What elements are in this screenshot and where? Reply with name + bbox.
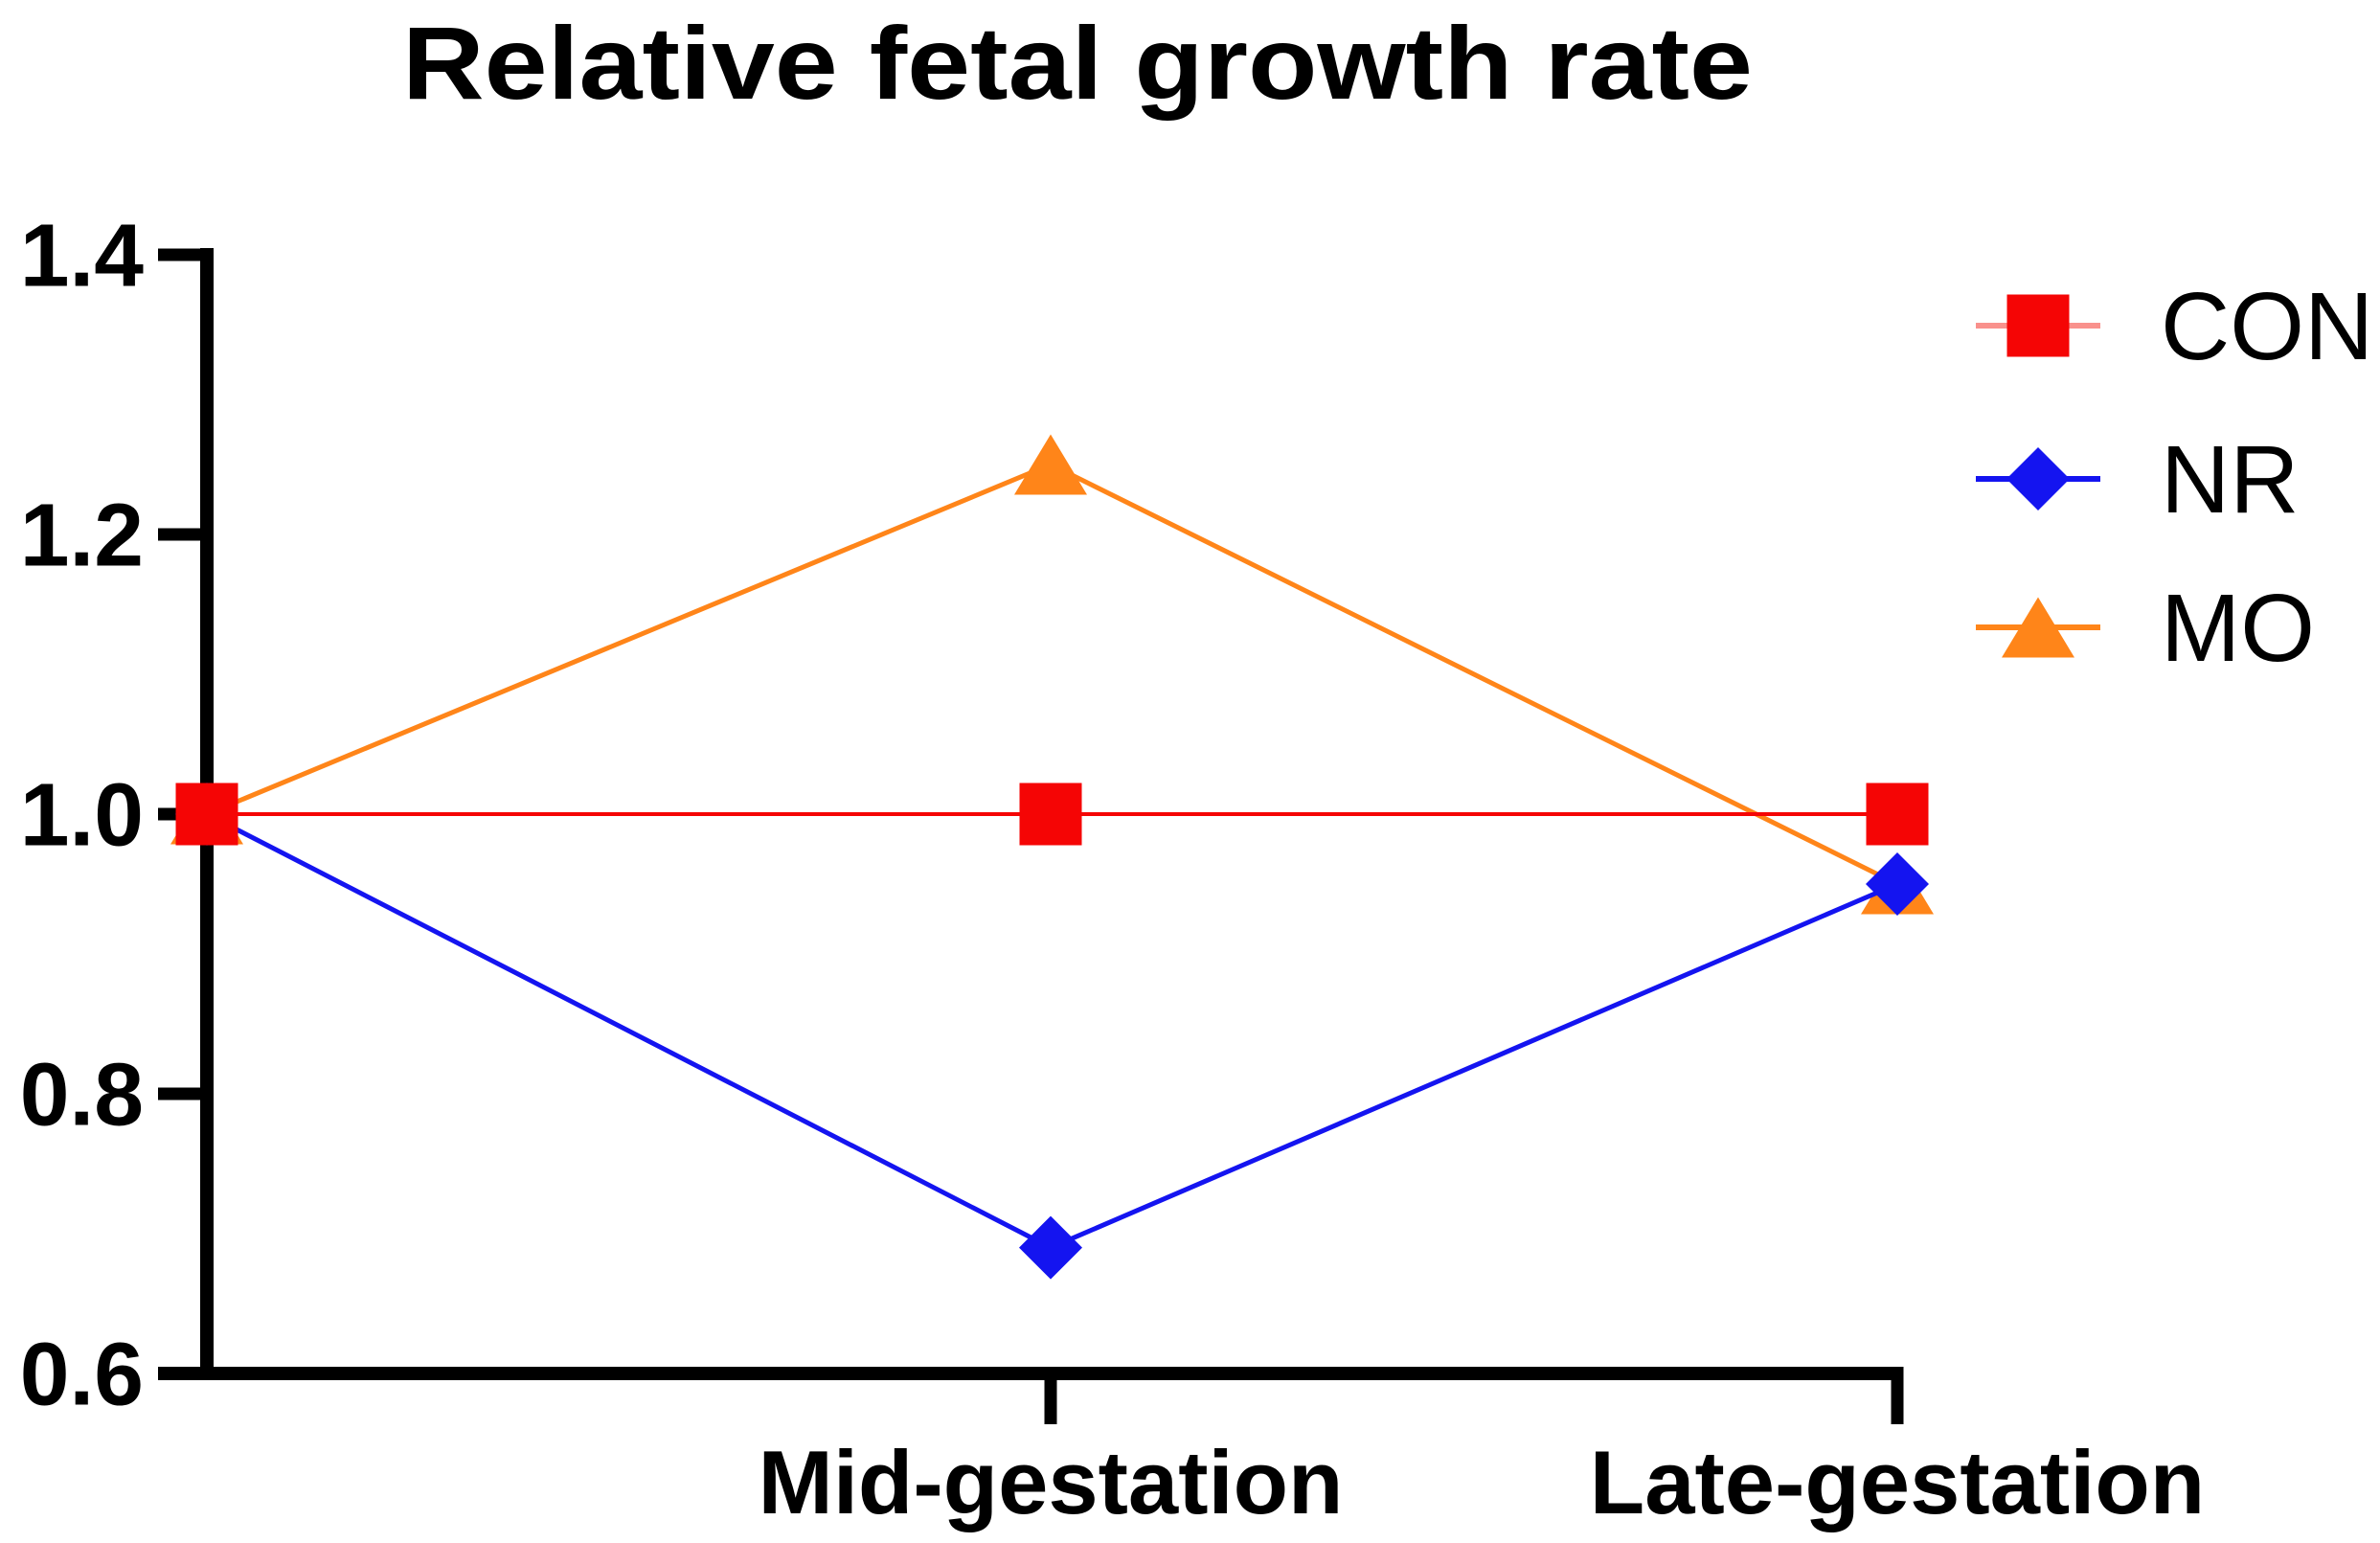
- marker-CON-2: [1866, 783, 1929, 846]
- series-group: [170, 434, 1934, 1280]
- legend-item-NR: NR: [1976, 426, 2299, 533]
- x-tick-label-1: Mid-gestation: [759, 1432, 1344, 1532]
- marker-MO-1: [1014, 434, 1087, 495]
- axes: 0.6 0.8 1.0 1.2 1.4 Mid-gestation Late-gestati…: [20, 206, 2206, 1532]
- y-tick-label-1.4: 1.4: [20, 206, 145, 306]
- series-line-NR: [205, 811, 1898, 1251]
- legend: CON NR MO: [1976, 273, 2373, 682]
- x-tick-label-2: Late-gestation: [1590, 1432, 2205, 1532]
- series-CON: [175, 783, 1929, 846]
- marker-NR-2: [1866, 852, 1929, 916]
- marker-CON-0: [175, 783, 238, 846]
- marker-CON-1: [1019, 783, 1082, 846]
- y-tick-label-1.2: 1.2: [20, 486, 144, 585]
- legend-item-CON: CON: [1976, 273, 2373, 380]
- series-NR: [175, 783, 1929, 1280]
- legend-label-CON: CON: [2161, 273, 2373, 380]
- legend-label-MO: MO: [2161, 575, 2315, 682]
- chart-title: Relative fetal growth rate: [402, 5, 1753, 121]
- legend-item-MO: MO: [1976, 575, 2315, 682]
- y-tick-label-0.6: 0.6: [20, 1325, 144, 1424]
- legend-marker-MO: [2002, 597, 2074, 658]
- marker-NR-1: [1019, 1215, 1082, 1280]
- y-tick-label-0.8: 0.8: [20, 1045, 144, 1145]
- legend-marker-NR: [2006, 447, 2070, 511]
- y-tick-label-1.0: 1.0: [20, 765, 144, 865]
- legend-label-NR: NR: [2161, 426, 2299, 533]
- legend-marker-CON: [2006, 294, 2070, 357]
